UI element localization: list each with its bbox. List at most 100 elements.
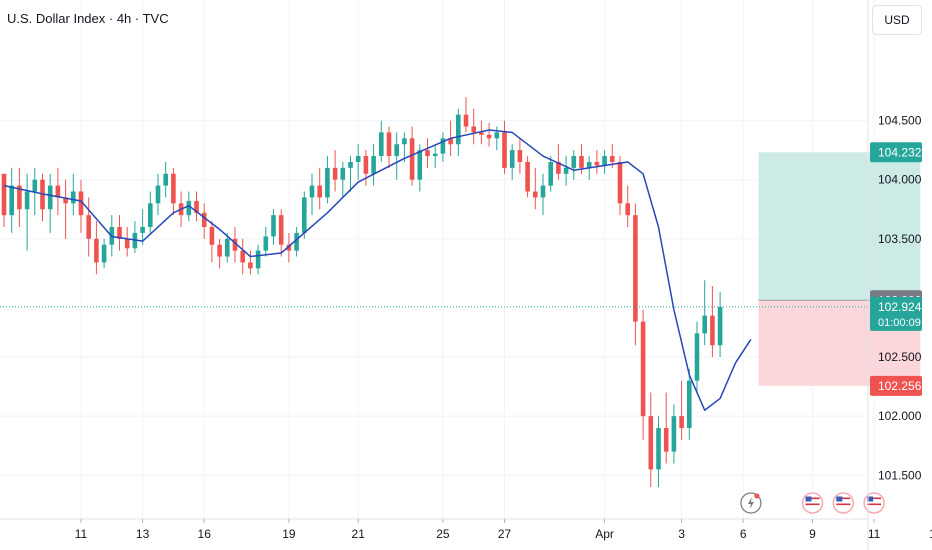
candle-body bbox=[186, 200, 192, 216]
candle-body bbox=[117, 226, 122, 239]
candle bbox=[717, 292, 723, 358]
candle-body bbox=[255, 250, 261, 269]
flag-stripe bbox=[805, 506, 820, 509]
lightning-bolt bbox=[747, 497, 754, 509]
candle bbox=[432, 144, 438, 168]
flag-stripe bbox=[836, 503, 851, 506]
candle bbox=[440, 132, 446, 162]
candle-body bbox=[417, 150, 423, 180]
candle bbox=[679, 380, 684, 440]
candle-body bbox=[717, 306, 723, 346]
flag-ring bbox=[832, 492, 855, 514]
moving-average bbox=[3, 129, 752, 411]
candle bbox=[355, 144, 361, 180]
candle bbox=[663, 392, 669, 464]
candle-body bbox=[456, 114, 461, 145]
stop-loss-label: 102.256 bbox=[878, 379, 922, 393]
flag-stripe bbox=[805, 500, 820, 503]
candle bbox=[201, 203, 207, 239]
candle-body bbox=[232, 238, 238, 251]
flag-stripe bbox=[836, 500, 851, 503]
candle bbox=[648, 392, 654, 488]
candle-body bbox=[394, 144, 399, 157]
candle bbox=[225, 232, 230, 263]
candle bbox=[671, 404, 677, 464]
candle-body bbox=[533, 191, 538, 198]
candle bbox=[379, 120, 384, 162]
price-tick-label: 102.000 bbox=[878, 409, 922, 423]
candle-body bbox=[278, 215, 284, 245]
candle-body bbox=[294, 232, 299, 251]
candle-body bbox=[340, 167, 346, 180]
flag-stripe bbox=[867, 500, 882, 503]
candle bbox=[617, 156, 623, 216]
candle bbox=[94, 221, 99, 275]
candle-body bbox=[9, 185, 14, 216]
candle bbox=[271, 209, 276, 245]
time-tick-label: 15 bbox=[929, 527, 932, 541]
price-tick-label: 104.500 bbox=[878, 114, 922, 128]
candle-body bbox=[610, 156, 615, 162]
flag-stripe bbox=[867, 503, 882, 506]
candle-body bbox=[617, 161, 623, 204]
candle-body bbox=[355, 156, 361, 162]
candle bbox=[317, 167, 322, 210]
price-tick-label: 102.500 bbox=[878, 350, 922, 364]
candle bbox=[332, 150, 338, 192]
flag-canton bbox=[836, 496, 843, 502]
candle-body bbox=[579, 156, 584, 168]
candle bbox=[240, 238, 245, 275]
chart-title: U.S. Dollar Index · 4h · TVC bbox=[7, 11, 169, 26]
candle-body bbox=[363, 156, 369, 174]
lightning-icon[interactable] bbox=[740, 492, 762, 514]
stop-loss-label-bg bbox=[870, 375, 922, 396]
candle bbox=[286, 232, 292, 263]
time-tick-label: Apr bbox=[595, 527, 614, 541]
us-flag-icon[interactable] bbox=[832, 492, 855, 514]
candle-body bbox=[663, 427, 669, 452]
candle bbox=[132, 221, 138, 253]
candle-body bbox=[94, 238, 99, 263]
candle bbox=[171, 167, 176, 216]
candle-body bbox=[425, 150, 430, 157]
candle-body bbox=[409, 138, 415, 180]
candle bbox=[486, 122, 492, 147]
candle-body bbox=[656, 427, 661, 470]
candle-body bbox=[479, 132, 484, 135]
candle-body bbox=[448, 138, 453, 145]
candle bbox=[386, 126, 392, 168]
candle bbox=[47, 173, 53, 233]
candle bbox=[687, 368, 692, 440]
candle-body bbox=[687, 380, 692, 428]
candle bbox=[24, 173, 30, 251]
flag-stripe bbox=[805, 503, 820, 506]
candle bbox=[294, 226, 299, 257]
candle-body bbox=[671, 416, 677, 452]
us-flag-icon[interactable] bbox=[863, 492, 885, 514]
candle-body bbox=[710, 315, 715, 346]
candle bbox=[556, 144, 561, 180]
time-tick-label: 27 bbox=[498, 527, 512, 541]
candle-body bbox=[163, 173, 168, 186]
candle bbox=[101, 238, 107, 269]
currency-button[interactable]: USD bbox=[872, 5, 922, 35]
candle bbox=[456, 108, 461, 157]
candle-body bbox=[602, 156, 607, 166]
candle bbox=[9, 167, 14, 233]
candle-body bbox=[302, 197, 307, 233]
candle-body bbox=[209, 226, 215, 245]
candle bbox=[409, 126, 415, 186]
profit-zone[interactable] bbox=[758, 152, 921, 301]
candle bbox=[563, 156, 569, 186]
candle-body bbox=[171, 173, 176, 204]
candle bbox=[533, 167, 538, 210]
us-flag-icon[interactable] bbox=[801, 492, 824, 514]
event-markers[interactable] bbox=[740, 492, 885, 514]
flag-canton bbox=[805, 496, 812, 502]
candle bbox=[402, 132, 407, 162]
candle-body bbox=[47, 185, 53, 210]
candle-body bbox=[648, 416, 654, 470]
